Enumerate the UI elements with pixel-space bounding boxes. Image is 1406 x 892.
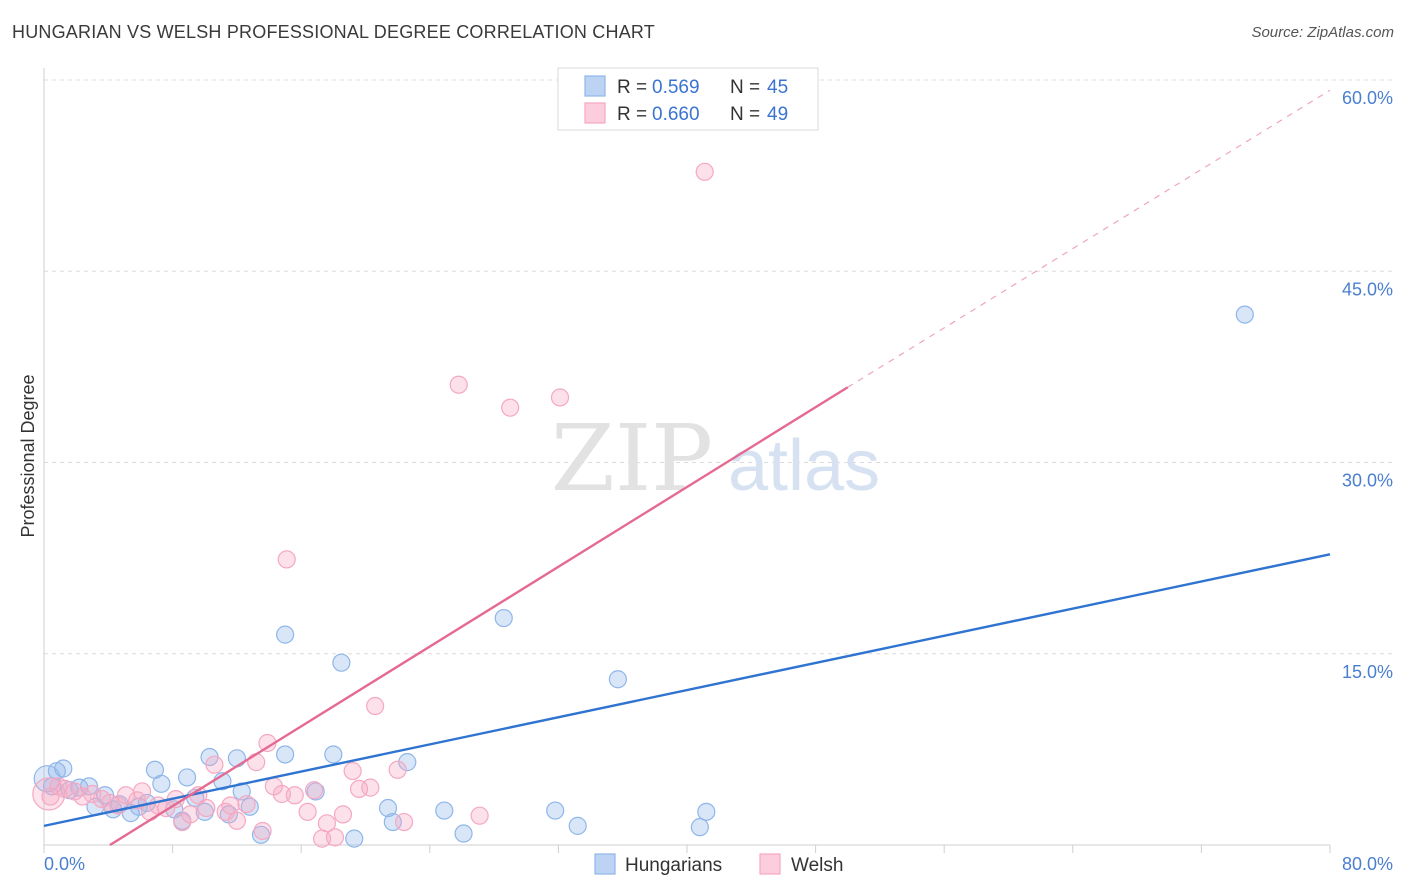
legend-n-value-welsh: 49	[767, 104, 788, 125]
legend-swatch-welsh	[584, 102, 606, 124]
point-welsh-23	[227, 811, 246, 830]
bottom-legend-swatch-welsh	[759, 853, 781, 875]
series-legend: Hungarians Welsh	[594, 853, 843, 876]
y-tick-label-15: 15.0%	[1342, 662, 1393, 682]
trend-line-welsh	[109, 386, 849, 847]
point-welsh-25	[247, 753, 266, 772]
point-hungarians-25	[240, 797, 259, 816]
trend-lines	[43, 89, 1331, 847]
legend-r-label-welsh: R =	[617, 104, 647, 125]
point-welsh-17	[181, 805, 200, 824]
y-tick-label-60: 60.0%	[1342, 88, 1393, 108]
point-welsh-35	[317, 814, 337, 833]
point-welsh-5	[83, 784, 102, 804]
point-welsh-40	[361, 778, 380, 797]
point-welsh-33	[304, 781, 324, 800]
bottom-legend-label-welsh: Welsh	[791, 855, 843, 876]
point-welsh-46	[501, 398, 520, 417]
point-hungarians-28	[276, 625, 295, 644]
point-welsh-20	[205, 755, 224, 774]
legend-n-value-hungarians: 45	[767, 77, 788, 98]
point-hungarians-39	[546, 801, 565, 820]
point-hungarians-43	[697, 802, 716, 821]
y-tick-label-30: 30.0%	[1342, 471, 1393, 491]
x-tick-label-min: 0.0%	[44, 854, 85, 874]
series-welsh-points	[32, 162, 714, 848]
legend-n-label-welsh: N =	[730, 104, 760, 125]
point-hungarians-31	[332, 653, 351, 672]
trend-line-extension-welsh	[847, 89, 1331, 388]
point-hungarians-37	[454, 824, 473, 843]
point-hungarians-23	[227, 749, 246, 768]
point-hungarians-27	[276, 745, 295, 764]
point-welsh-42	[388, 760, 407, 779]
point-welsh-48	[695, 162, 714, 181]
point-hungarians-32	[345, 829, 364, 848]
legend-n-label-hungarians: N =	[730, 77, 760, 98]
point-hungarians-17	[177, 768, 197, 787]
watermark-zip: ZIP	[551, 405, 713, 512]
watermark-atlas: atlas	[728, 426, 880, 506]
point-hungarians-cluster	[33, 765, 61, 793]
bottom-legend-label-hungarians: Hungarians	[625, 855, 722, 876]
point-hungarians-38	[494, 608, 513, 628]
point-hungarians-41	[608, 670, 627, 689]
y-axis-label: Professional Degree	[18, 374, 38, 537]
point-welsh-30	[277, 550, 296, 569]
grid	[43, 68, 1393, 853]
point-welsh-cluster	[32, 777, 66, 811]
point-hungarians-33	[378, 798, 398, 818]
legend-r-value-welsh: 0.660	[652, 104, 700, 125]
chart-title: HUNGARIAN VS WELSH PROFESSIONAL DEGREE C…	[12, 22, 655, 42]
point-welsh-24	[237, 795, 256, 814]
point-welsh-41	[366, 696, 385, 716]
point-welsh-37	[333, 805, 353, 824]
point-hungarians-35	[398, 753, 417, 772]
legend-swatch-hungarians	[584, 75, 606, 97]
point-welsh-11	[132, 782, 152, 801]
point-welsh-43	[394, 812, 414, 832]
point-welsh-45	[470, 806, 489, 825]
point-welsh-29	[272, 784, 292, 804]
bottom-legend-swatch-hungarians	[594, 853, 616, 875]
point-welsh-22	[221, 796, 240, 815]
x-tick-label-max: 80.0%	[1342, 854, 1393, 874]
point-welsh-26	[253, 821, 272, 841]
point-hungarians-42	[690, 818, 709, 837]
point-welsh-32	[298, 802, 317, 821]
point-welsh-47	[550, 388, 570, 407]
point-welsh-19	[197, 798, 216, 818]
point-welsh-36	[325, 828, 345, 847]
legend-r-value-hungarians: 0.569	[652, 77, 700, 98]
series-hungarians-points	[33, 305, 1254, 848]
watermark: ZIP atlas	[551, 405, 880, 512]
stats-legend: R = 0.569 N = 45 R = 0.660 N = 49	[557, 67, 819, 131]
legend-r-label-hungarians: R =	[617, 77, 647, 98]
y-tick-label-45: 45.0%	[1342, 279, 1393, 299]
y-tick-labels: 15.0% 30.0% 45.0% 60.0%	[1342, 88, 1393, 682]
point-hungarians-36	[435, 801, 454, 820]
point-welsh-38	[343, 761, 362, 781]
point-hungarians-40	[568, 816, 587, 835]
point-welsh-31	[285, 786, 304, 805]
point-hungarians-44	[1235, 305, 1254, 324]
point-welsh-44	[449, 375, 468, 394]
trend-line-hungarians	[43, 553, 1331, 828]
source-label: Source: ZipAtlas.com	[1251, 24, 1394, 41]
point-hungarians-30	[324, 745, 343, 764]
point-hungarians-14	[152, 774, 171, 793]
